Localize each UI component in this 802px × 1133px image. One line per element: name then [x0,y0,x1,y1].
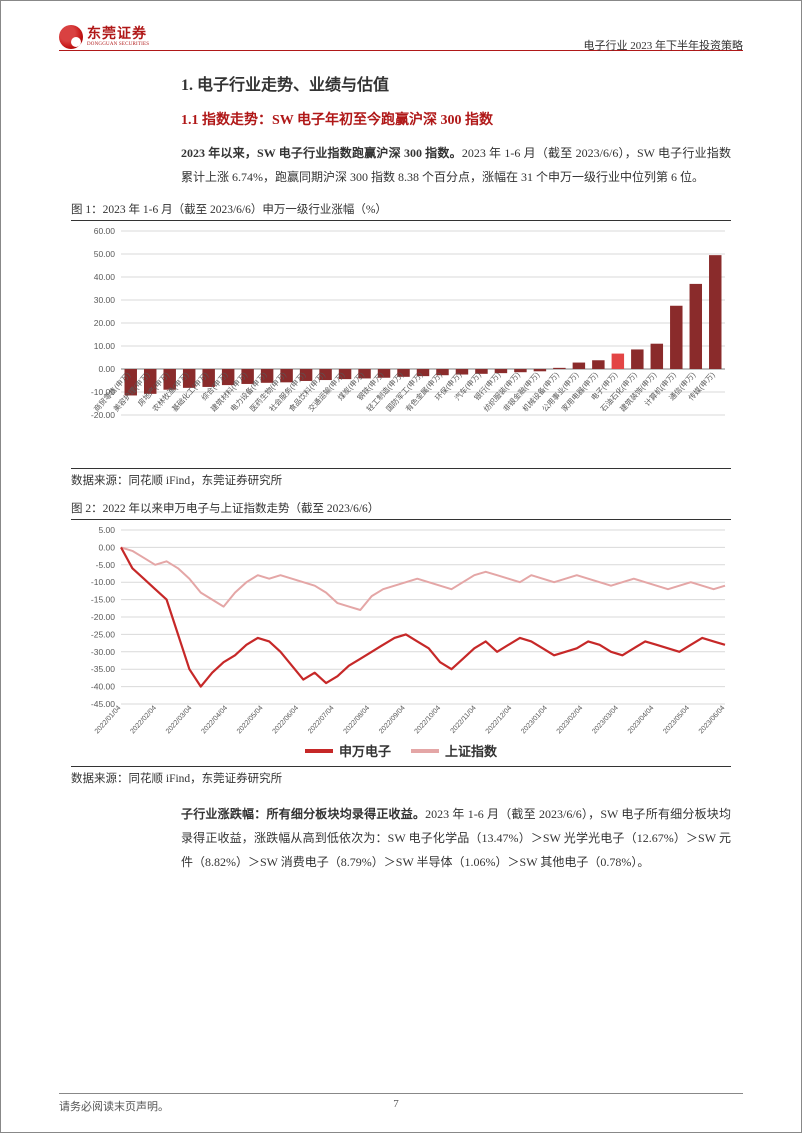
fig2-source: 数据来源：同花顺 iFind，东莞证券研究所 [71,766,731,786]
fig2-title: 图 2：2022 年以来申万电子与上证指数走势（截至 2023/6/6） [71,500,731,520]
fig2-chart: -45.00 -40.00 -35.00 -30.00 -25.00 -20.00 -15.… [71,524,731,745]
fig1-source: 数据来源：同花顺 iFind，东莞证券研究所 [71,468,731,488]
svg-text:0.00: 0.00 [98,542,115,552]
intro-paragraph: 2023 年以来，SW 电子行业指数跑赢沪深 300 指数。2023 年 1-6… [181,141,731,189]
svg-text:-20.00: -20.00 [91,410,115,420]
svg-text:10.00: 10.00 [94,341,116,351]
intro-bold: 2023 年以来，SW 电子行业指数跑赢沪深 300 指数。 [181,146,462,160]
svg-text:-30.00: -30.00 [91,647,115,657]
svg-text:60.00: 60.00 [94,226,116,236]
svg-text:-40.00: -40.00 [91,682,115,692]
logo-en: DONGGUAN SECURITIES [87,42,149,47]
svg-text:20.00: 20.00 [94,318,116,328]
svg-text:50.00: 50.00 [94,249,116,259]
svg-text:-45.00: -45.00 [91,699,115,709]
svg-text:-35.00: -35.00 [91,664,115,674]
section-heading-1: 1. 电子行业走势、业绩与估值 [181,71,731,95]
svg-text:-5.00: -5.00 [96,560,116,570]
svg-text:-20.00: -20.00 [91,612,115,622]
page: 东莞证券 DONGGUAN SECURITIES 电子行业 2023 年下半年投… [0,0,802,1133]
svg-text:-10.00: -10.00 [91,577,115,587]
header: 东莞证券 DONGGUAN SECURITIES 电子行业 2023 年下半年投… [1,1,801,49]
logo-icon [59,25,83,49]
footer: 请务必阅读末页声明。 7 [1,1093,801,1114]
svg-text:0.00: 0.00 [98,364,115,374]
section-heading-2: 1.1 指数走势：SW 电子年初至今跑赢沪深 300 指数 [181,109,731,129]
svg-text:-25.00: -25.00 [91,629,115,639]
fig1-title: 图 1：2023 年 1-6 月（截至 2023/6/6）申万一级行业涨幅（%） [71,201,731,221]
header-doc-title: 电子行业 2023 年下半年投资策略 [584,37,744,53]
p2-bold: 子行业涨跌幅：所有细分板块均录得正收益。 [181,807,425,821]
company-logo: 东莞证券 DONGGUAN SECURITIES [59,25,149,49]
svg-text:-15.00: -15.00 [91,595,115,605]
footer-disclaimer: 请务必阅读末页声明。 [59,1098,169,1114]
body-paragraph-2: 子行业涨跌幅：所有细分板块均录得正收益。2023 年 1-6 月（截至 2023… [181,802,731,874]
fig1-chart: -20.00-10.000.0010.0020.0030.0040.0050.0… [71,225,731,464]
svg-text:40.00: 40.00 [94,272,116,282]
footer-page: 7 [393,1098,399,1114]
svg-text:30.00: 30.00 [94,295,116,305]
logo-cn: 东莞证券 [87,28,149,42]
svg-text:5.00: 5.00 [98,525,115,535]
